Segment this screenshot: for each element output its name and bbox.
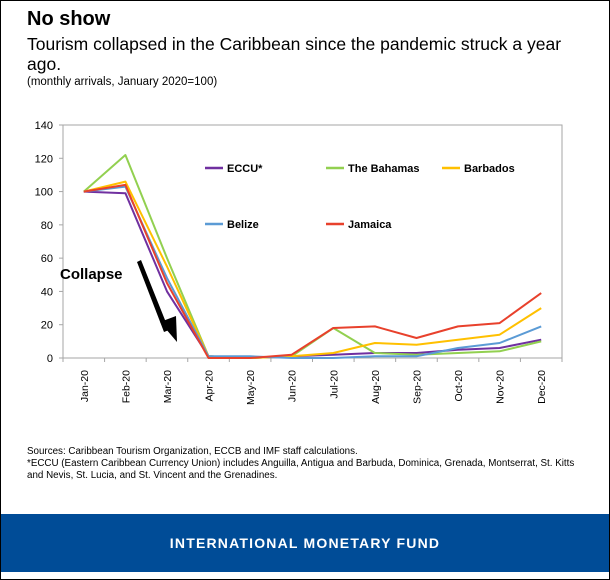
y-tick-label: 40 xyxy=(41,286,53,298)
collapse-annotation: Collapse xyxy=(60,260,177,342)
y-tick-label: 0 xyxy=(47,353,53,365)
chart-subtitle: Tourism collapsed in the Caribbean since… xyxy=(27,34,562,74)
plot-area-border xyxy=(62,124,563,359)
y-tick-label: 60 xyxy=(41,253,53,265)
collapse-label: Collapse xyxy=(60,266,123,283)
series-line-belize xyxy=(83,185,542,359)
y-tick-label: 20 xyxy=(41,320,53,332)
sources-note: Sources: Caribbean Tourism Organization,… xyxy=(27,446,358,457)
x-tick-label: Jan-20 xyxy=(79,370,91,402)
series-lines xyxy=(83,154,542,359)
y-tick-label: 80 xyxy=(41,220,53,232)
legend-label: The Bahamas xyxy=(348,163,420,175)
legend-label: Barbados xyxy=(464,163,515,175)
collapse-arrow-shaft xyxy=(137,260,169,332)
y-tick-label: 140 xyxy=(35,120,53,132)
y-tick-label: 100 xyxy=(35,187,53,199)
series-line-barbados xyxy=(83,180,542,359)
chart-notes: Sources: Caribbean Tourism Organization,… xyxy=(27,446,587,482)
legend-label: Belize xyxy=(227,219,259,231)
x-tick-label: Aug-20 xyxy=(370,370,382,404)
series-line-jamaica xyxy=(83,183,542,359)
x-axis-ticks: Jan-20 Feb-20 Mar-20 Apr-20 May-20 Jun-20 Jul-… xyxy=(62,358,563,405)
x-tick-label: May-20 xyxy=(245,370,257,405)
y-axis-ticks: 0 20 40 60 80 100 120 140 xyxy=(35,120,63,365)
imf-footer-banner: INTERNATIONAL MONETARY FUND xyxy=(1,514,609,572)
units-note: (monthly arrivals, January 2020=100) xyxy=(27,76,218,88)
x-tick-label: Jul-20 xyxy=(328,370,340,399)
legend-label: ECCU* xyxy=(227,163,263,175)
x-tick-label: Oct-20 xyxy=(453,370,465,402)
legend: ECCU* The Bahamas Barbados Belize Jamaica xyxy=(205,163,515,231)
x-tick-label: Feb-20 xyxy=(120,370,132,403)
axes xyxy=(62,124,563,359)
chart-title: No show xyxy=(27,8,111,30)
y-tick-label: 120 xyxy=(35,153,53,165)
collapse-arrow-head xyxy=(160,316,177,342)
legend-label: Jamaica xyxy=(348,219,392,231)
x-tick-label: Dec-20 xyxy=(536,370,548,404)
x-tick-label: Nov-20 xyxy=(495,370,507,404)
line-chart: 0 20 40 60 80 100 120 140 Jan-20 Feb-20 Mar-20 Apr… xyxy=(35,120,563,405)
x-tick-label: Mar-20 xyxy=(162,370,174,403)
x-tick-label: Jun-20 xyxy=(287,370,299,402)
eccu-footnote: *ECCU (Eastern Caribbean Currency Union)… xyxy=(27,458,575,481)
series-line-eccu xyxy=(83,190,542,359)
footer-text: INTERNATIONAL MONETARY FUND xyxy=(169,535,441,551)
x-tick-label: Apr-20 xyxy=(204,370,216,402)
x-tick-label: Sep-20 xyxy=(411,370,423,404)
